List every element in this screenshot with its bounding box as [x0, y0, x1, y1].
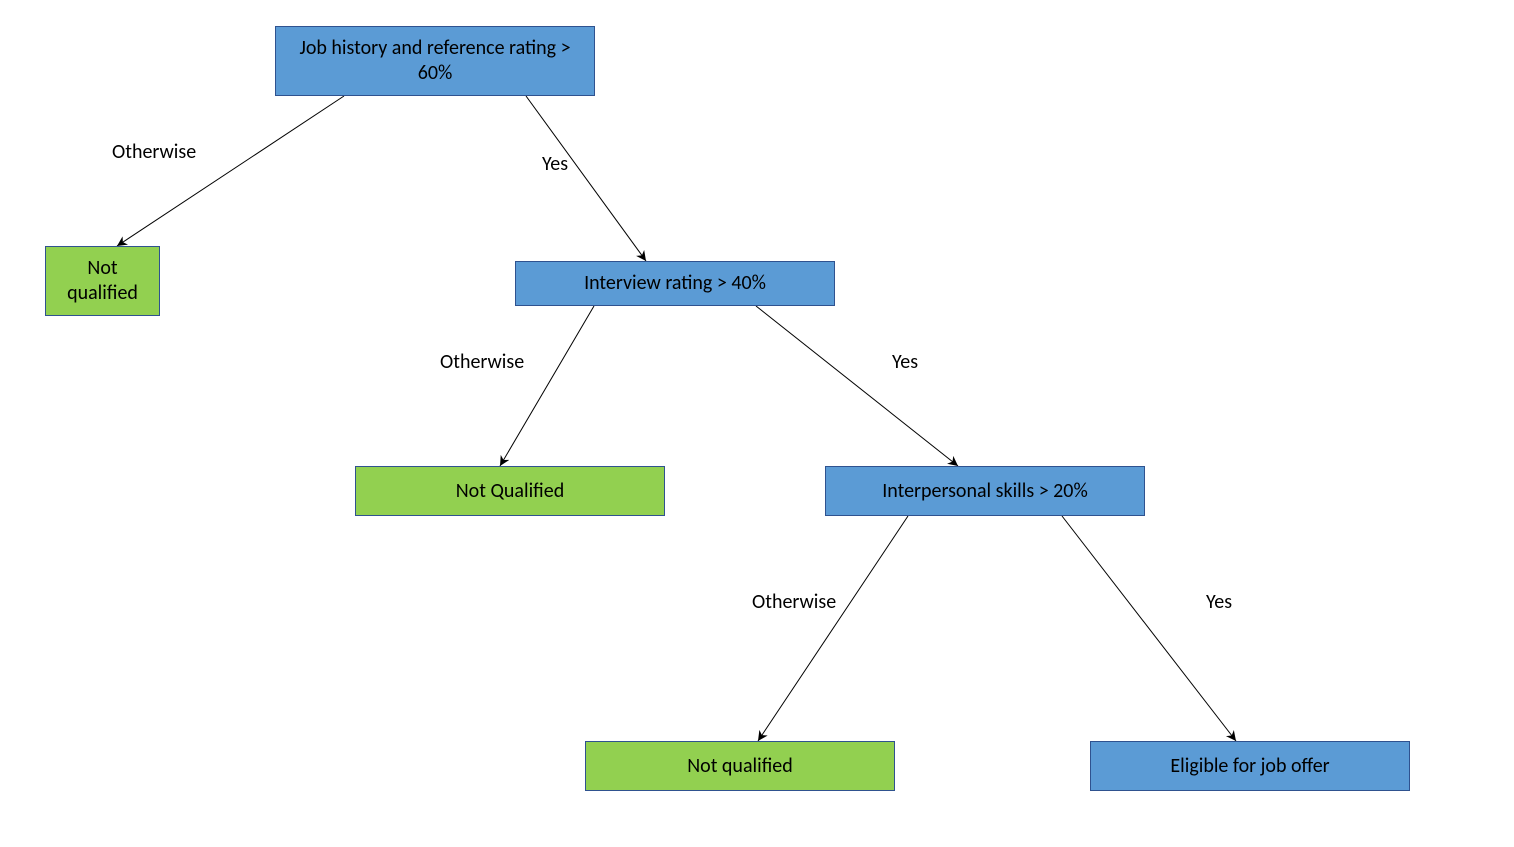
terminal-not-qualified-3: Not qualified: [585, 741, 895, 791]
flowchart-edge: [756, 306, 958, 466]
node-label: Not qualified: [54, 256, 151, 306]
flowchart-edge: [526, 96, 646, 261]
edge-label-otherwise: Otherwise: [112, 140, 196, 164]
flowchart-edge: [117, 96, 344, 246]
edge-label-text: Yes: [1206, 590, 1232, 614]
edge-label-yes: Yes: [892, 350, 918, 374]
flowchart-edge: [1062, 516, 1236, 741]
node-label: Not qualified: [687, 754, 793, 779]
edge-label-yes: Yes: [542, 152, 568, 176]
node-label: Interpersonal skills > 20%: [882, 479, 1088, 504]
decision-interpersonal-skills: Interpersonal skills > 20%: [825, 466, 1145, 516]
edge-label-otherwise: Otherwise: [440, 350, 524, 374]
edge-label-text: Otherwise: [752, 590, 836, 614]
edge-label-text: Yes: [542, 152, 568, 176]
flowchart-edges: [0, 0, 1514, 847]
edge-label-yes: Yes: [1206, 590, 1232, 614]
terminal-eligible: Eligible for job offer: [1090, 741, 1410, 791]
edge-label-text: Yes: [892, 350, 918, 374]
flowchart-canvas: Job history and reference rating > 60% N…: [0, 0, 1514, 847]
flowchart-edge: [758, 516, 908, 741]
edge-label-text: Otherwise: [440, 350, 524, 374]
node-label: Eligible for job offer: [1170, 754, 1329, 779]
node-label: Job history and reference rating > 60%: [284, 36, 586, 86]
terminal-not-qualified-2: Not Qualified: [355, 466, 665, 516]
terminal-not-qualified-1: Not qualified: [45, 246, 160, 316]
edge-label-text: Otherwise: [112, 140, 196, 164]
decision-job-history: Job history and reference rating > 60%: [275, 26, 595, 96]
decision-interview-rating: Interview rating > 40%: [515, 261, 835, 306]
flowchart-edge: [500, 306, 594, 466]
node-label: Not Qualified: [456, 479, 564, 504]
node-label: Interview rating > 40%: [584, 271, 766, 296]
edge-label-otherwise: Otherwise: [752, 590, 836, 614]
